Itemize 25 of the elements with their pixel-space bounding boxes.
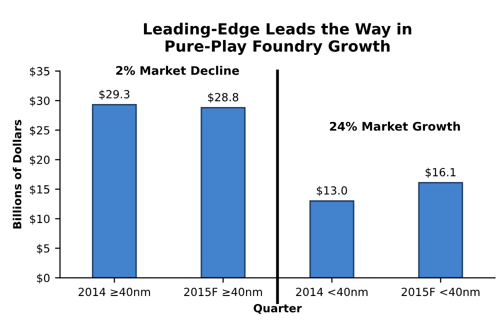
y-tick-label: $15 <box>30 184 50 196</box>
y-tick-label: $35 <box>30 66 50 77</box>
x-tick-label: 2015F <40nm <box>402 288 480 296</box>
x-tick-label: 2014 ≥40nm <box>78 288 150 296</box>
chart-title: Leading-Edge Leads the Way in Pure-Play Foundry Growth <box>144 22 412 55</box>
data-label: $29.3 <box>99 90 130 100</box>
y-tick-label: $10 <box>30 214 50 225</box>
y-tick-label: $20 <box>30 155 50 166</box>
data-label: $28.8 <box>208 92 238 103</box>
bar <box>200 106 246 278</box>
x-axis-title: Quarter <box>254 304 302 314</box>
bar <box>309 200 354 278</box>
annotation: 2% Market Decline <box>116 66 240 75</box>
x-tick-label: 2015F ≥40nm <box>184 288 262 296</box>
data-label: $13.0 <box>316 186 348 196</box>
y-tick-label: $0 <box>37 274 50 284</box>
y-tick-label: $30 <box>30 96 50 106</box>
annotation: 24% Market Growth <box>330 122 460 131</box>
x-tick-label: 2014 <40nm <box>296 288 368 296</box>
bar <box>418 182 464 278</box>
data-label: $16.1 <box>426 168 456 178</box>
y-tick-label: $5 <box>37 244 50 254</box>
y-tick-label: $25 <box>30 126 50 136</box>
y-axis-title: Billions of Dollars <box>12 120 22 228</box>
bar <box>92 104 137 278</box>
